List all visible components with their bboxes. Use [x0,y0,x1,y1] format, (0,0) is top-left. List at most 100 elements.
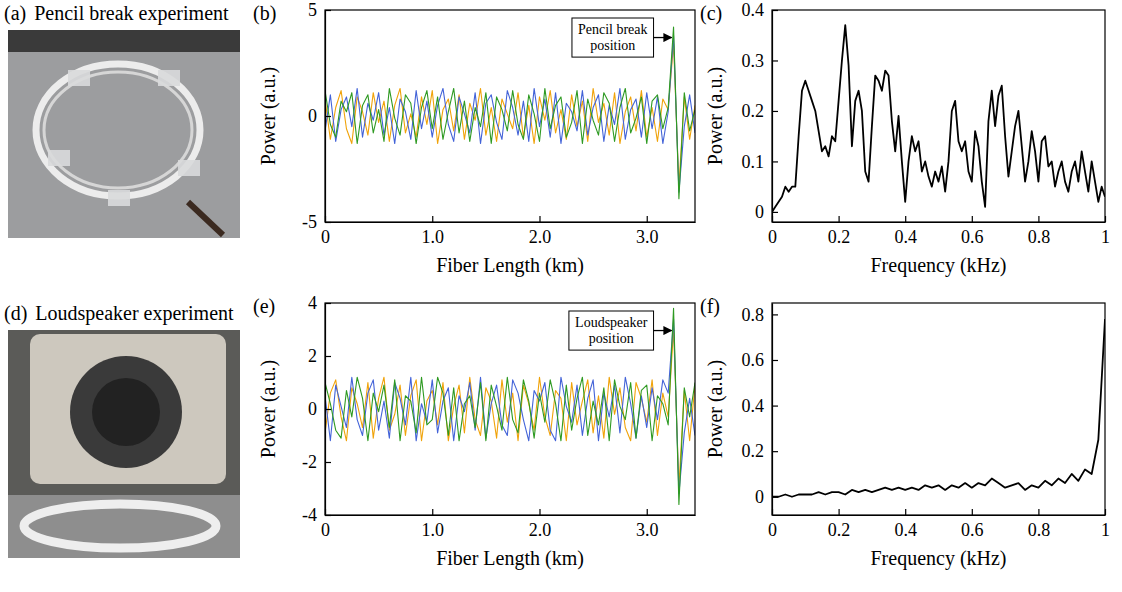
tick: 2 [308,346,331,366]
photo-background [8,30,240,238]
photo-panel [8,30,240,238]
tick-label: 0.2 [742,101,765,121]
tick-mark [647,509,648,515]
tick-mark [325,116,331,117]
tick-mark [325,10,331,11]
tick: 0 [308,106,331,126]
annotation-box [572,18,654,57]
y-axis: -5 0 5 [302,0,331,232]
y-axis-title: Power (a.u.) [704,360,727,458]
tick-mark [1105,509,1106,515]
tick: 0.8 [742,305,779,325]
tick: 1 [1101,509,1110,540]
chart-panel: 01.02.03.0-4-2024Fiber Length (km)Power … [253,293,696,570]
tick: 0.3 [742,51,779,71]
x-axis-title: Fiber Length (km) [436,547,584,570]
plot-frame [325,10,695,222]
tick-label: 1.0 [421,227,444,247]
annotation-arrow [654,37,672,38]
panel-label: (c) [700,2,722,25]
plot-lines [772,319,1105,497]
figure: (a)Pencil break experiment(d)Loudspeaker… [0,0,1122,592]
annotation-arrow [654,330,672,331]
tick-mark [539,216,540,222]
tick-mark [1038,509,1039,515]
tick-mark [972,216,973,222]
annotation-line: Loudspeaker [575,315,648,330]
pencil [188,202,223,235]
tick-label: 0.2 [828,520,851,540]
tick-label: 0 [768,520,777,540]
tape [68,70,90,86]
plot-background [772,303,1105,515]
tape [48,150,70,166]
tick-mark [772,60,778,61]
tick-label: 0.6 [961,520,984,540]
tick: 0.1 [742,152,779,172]
plot-frame [772,10,1105,222]
tick-label: 3.0 [636,227,659,247]
tick-label: 1 [1101,227,1110,247]
plot-frame [772,303,1105,515]
photo-background [8,330,240,558]
tick-mark [772,405,778,406]
tick-mark [325,356,331,357]
tick-mark [772,111,778,112]
tick-label: 0.6 [961,227,984,247]
plot-lines [325,308,695,504]
tick: 4 [308,293,331,313]
tick: 5 [308,0,331,20]
data-line [772,25,1105,212]
plot-frame [325,303,695,515]
tick: 0.8 [1028,216,1051,247]
data-line [325,308,695,504]
tick-label: 1 [1101,520,1110,540]
tick: -4 [302,505,331,525]
tick-mark [432,216,433,222]
tick-mark [772,360,778,361]
fiber-coil [44,72,192,188]
y-axis-line [772,11,773,223]
x-axis-title: Frequency (kHz) [870,547,1006,570]
x-axis: 01.02.03.0 [321,216,696,247]
tick-label: 0 [755,202,764,222]
panel-label: (b) [253,2,276,25]
tick-label: 5 [308,0,317,20]
tick-label: 0 [755,487,764,507]
tick-label: 0 [768,227,777,247]
photo-table [8,30,240,52]
tick-label: 0.6 [742,350,765,370]
tick: 0 [308,399,331,419]
fiber-coil [36,64,200,196]
y-axis: 00.10.20.30.4 [742,0,779,222]
tick-mark [325,515,331,516]
annotation-text: Loudspeakerposition [575,315,648,346]
tick-label: 0 [321,227,330,247]
tick: 0.4 [894,509,917,540]
tick-mark [905,509,906,515]
tick-label: -2 [302,452,317,472]
tick: 3.0 [636,509,659,540]
tick: 0.6 [961,216,984,247]
loudspeaker-box [30,334,226,484]
tick: 0 [755,487,778,507]
tick-label: 0 [308,106,317,126]
tick: 0 [755,202,778,222]
tick: 0.8 [1028,509,1051,540]
tick-label: 0.2 [742,441,765,461]
tick: -5 [302,212,331,232]
annotation: Loudspeakerposition [569,311,672,350]
tick: 1.0 [421,509,444,540]
tick-mark [838,216,839,222]
tick-mark [772,161,778,162]
tick-mark [772,212,778,213]
panel-label: (a) [4,2,26,25]
chart-panel: 00.20.40.60.8100.20.40.60.8Frequency (kH… [700,295,1110,570]
x-axis-line [773,222,1106,223]
data-line [772,319,1105,497]
tick: 0.6 [961,509,984,540]
tick-mark [325,222,331,223]
tick: 3.0 [636,216,659,247]
tick-label: 0 [321,520,330,540]
tick-mark [772,314,778,315]
